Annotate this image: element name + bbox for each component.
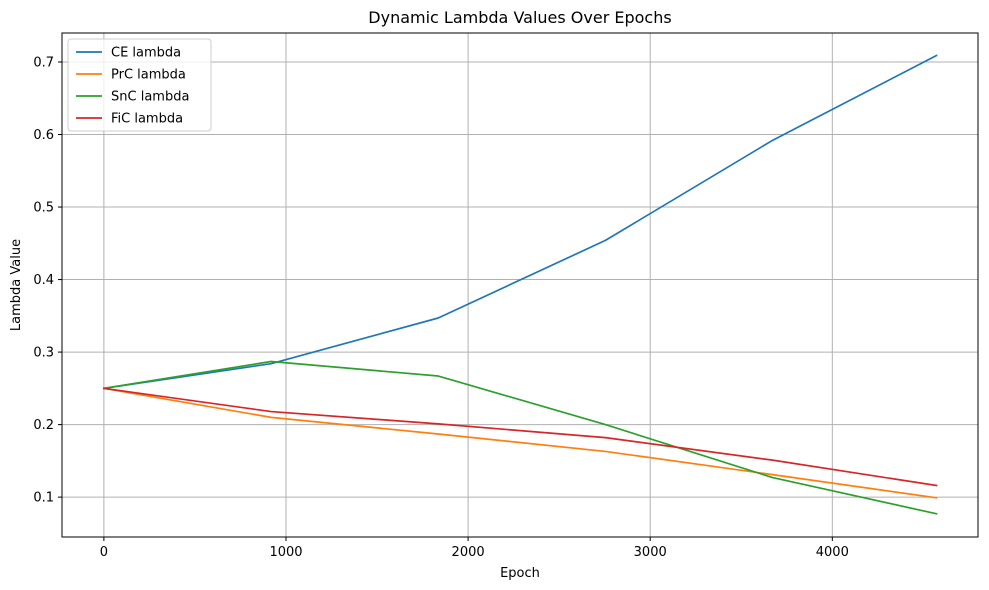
legend-label-fic-lambda: FiC lambda	[111, 112, 183, 127]
x-axis-label: Epoch	[500, 566, 540, 581]
y-axis: 0.1 0.2 0.3 0.4 0.5 0.6 0.7	[33, 56, 62, 506]
y-tick-label: 0.4	[33, 273, 54, 288]
series-line-snc-lambda	[102, 360, 938, 515]
y-tick-label: 0.6	[33, 128, 54, 143]
x-tick-label: 0	[100, 545, 108, 560]
legend-label-ce-lambda: CE lambda	[111, 46, 181, 61]
y-tick-label: 0.2	[33, 418, 54, 433]
x-axis: 0 1000 2000 3000 4000	[100, 537, 849, 560]
x-tick-label: 4000	[816, 545, 849, 560]
x-tick-label: 3000	[634, 545, 667, 560]
series-layer	[102, 54, 938, 515]
y-tick-label: 0.7	[33, 56, 54, 71]
x-tick-label: 1000	[269, 545, 302, 560]
y-axis-label: Lambda Value	[9, 239, 24, 331]
y-tick-label: 0.5	[33, 201, 54, 216]
plot-frame	[61, 32, 979, 538]
series-line-prc-lambda	[102, 387, 938, 499]
legend-box	[67, 38, 212, 132]
chart-title: Dynamic Lambda Values Over Epochs	[368, 8, 671, 27]
x-tick-label: 2000	[452, 545, 485, 560]
legend-label-snc-lambda: SnC lambda	[111, 90, 189, 105]
legend: CE lambda PrC lambda SnC lambda FiC lambda	[67, 38, 212, 132]
series-line-ce-lambda	[102, 54, 938, 390]
series-line-fic-lambda	[102, 387, 938, 487]
y-tick-label: 0.3	[33, 346, 54, 361]
legend-label-prc-lambda: PrC lambda	[111, 68, 186, 83]
y-tick-label: 0.1	[33, 491, 54, 506]
